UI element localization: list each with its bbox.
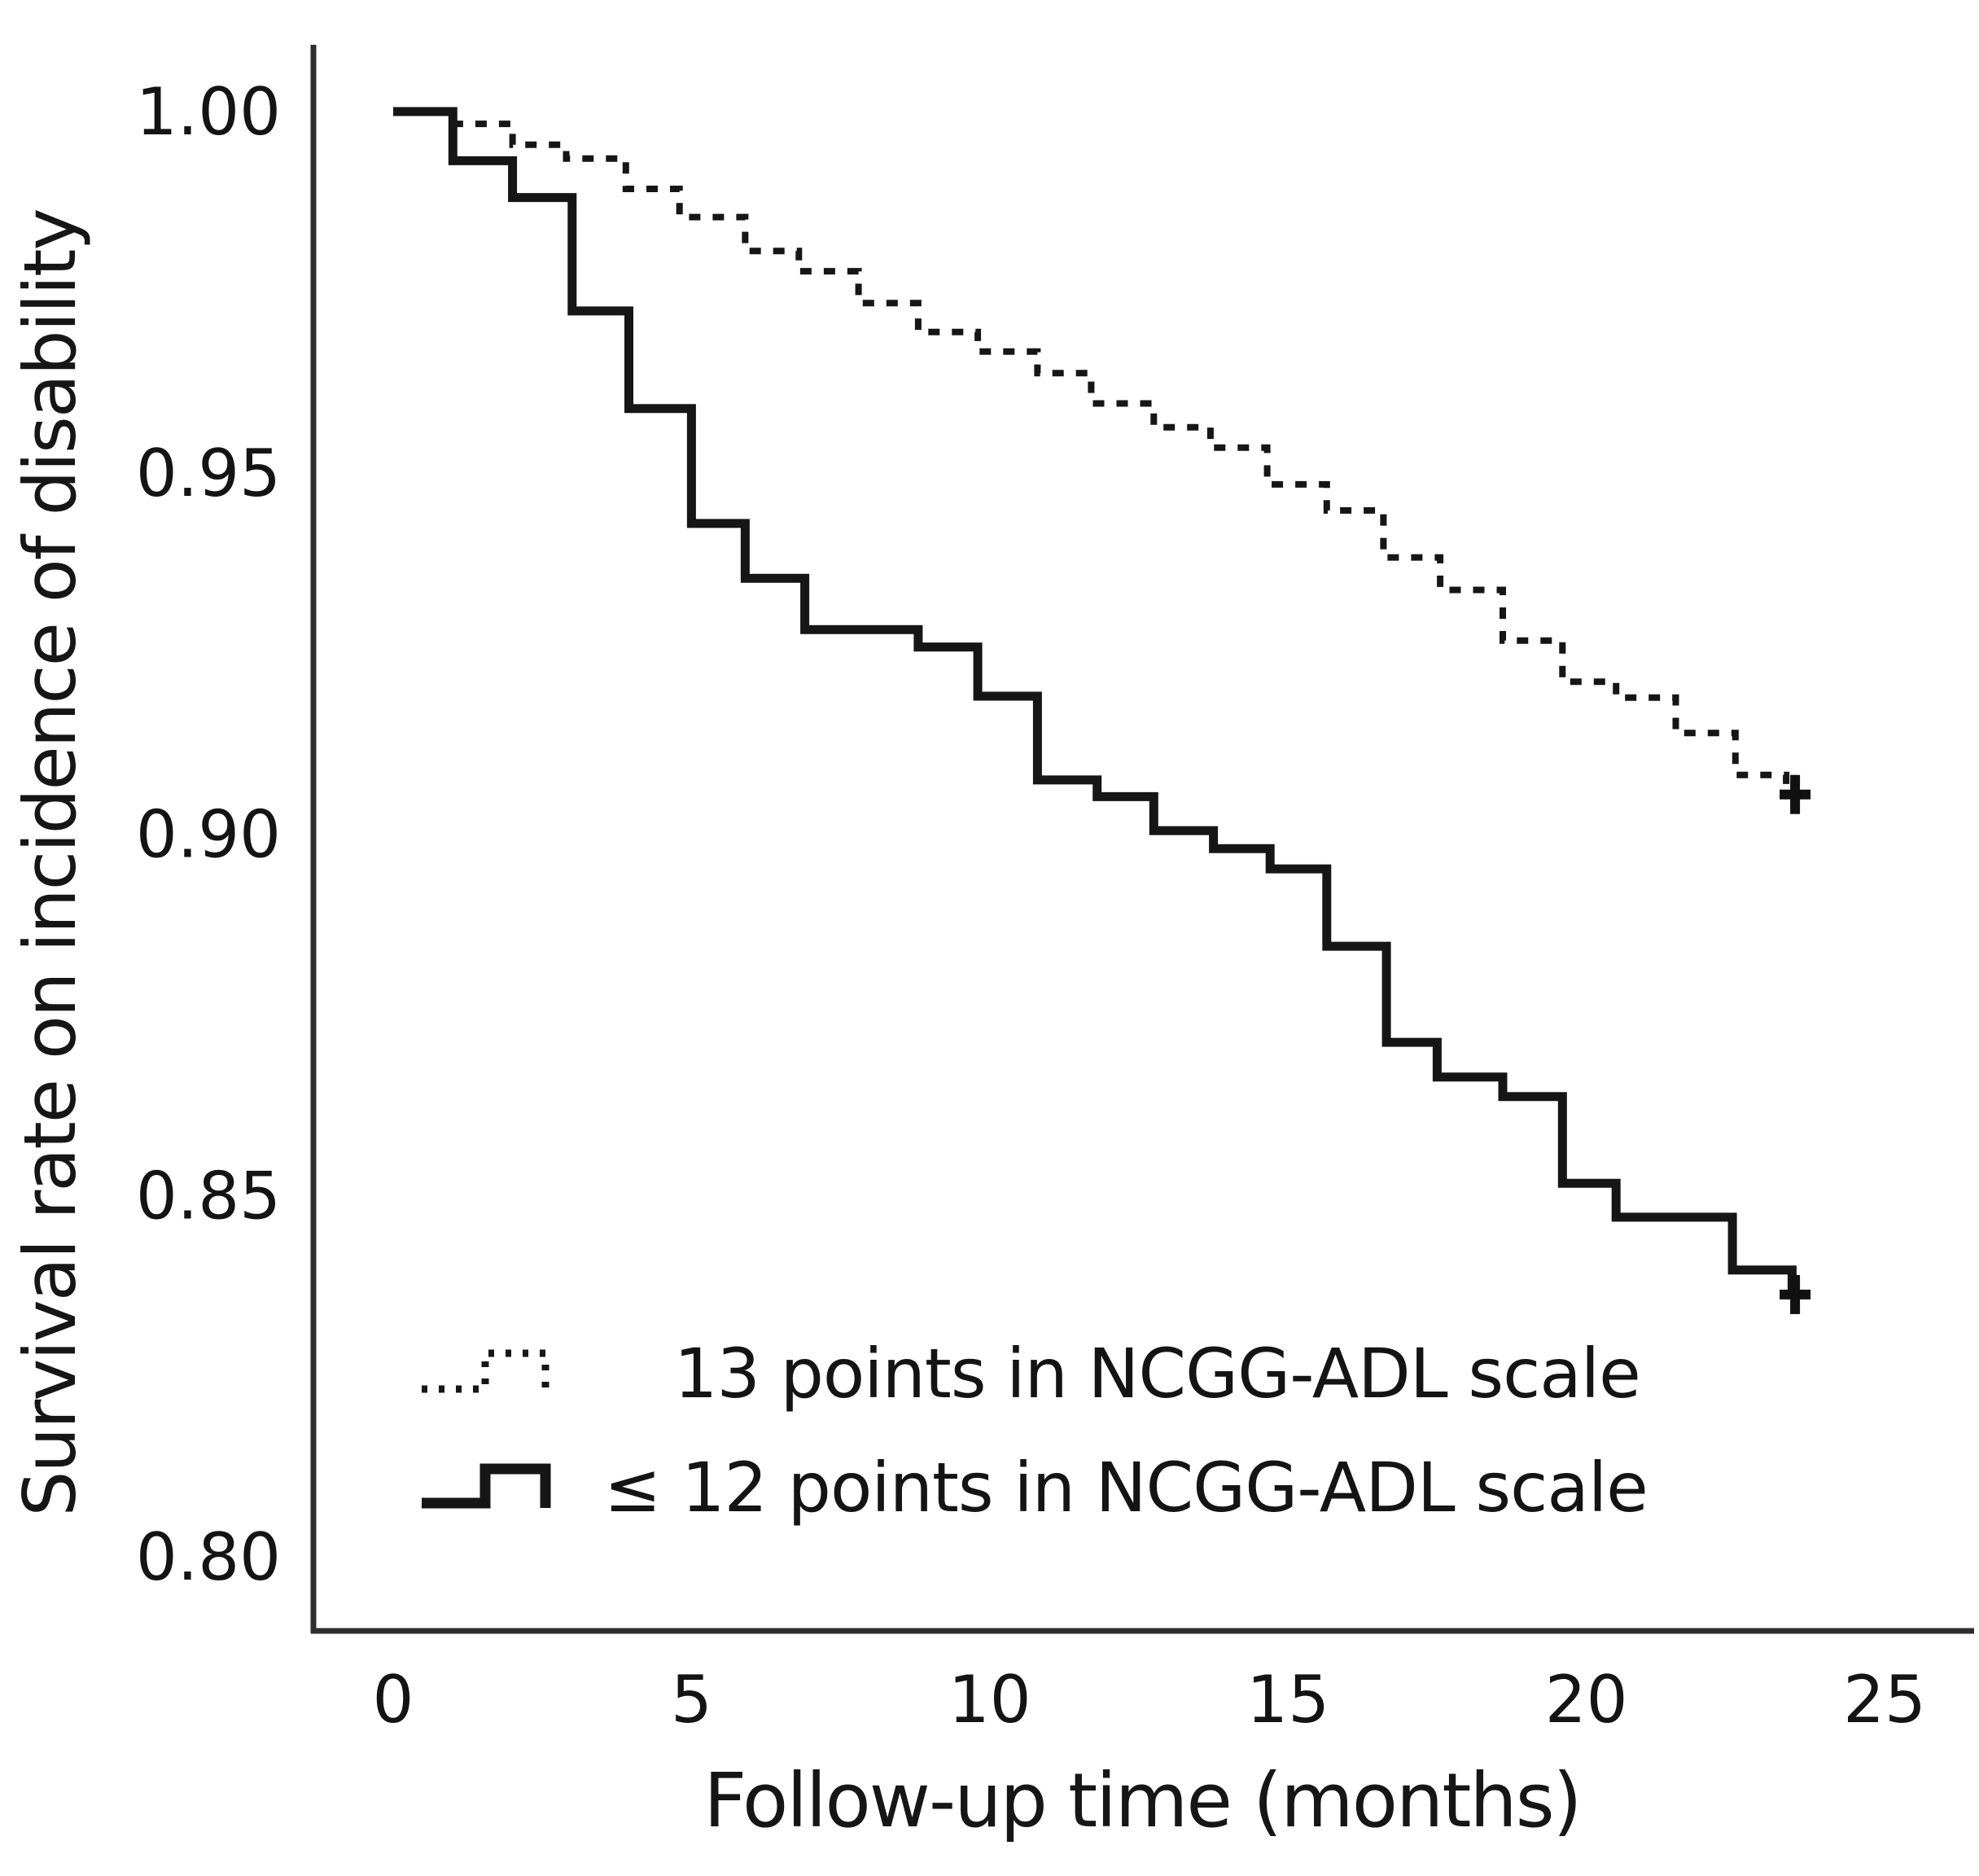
x-tick-label: 25 xyxy=(1843,1662,1926,1738)
x-tick-label: 15 xyxy=(1246,1662,1329,1738)
x-tick-label: 0 xyxy=(373,1662,414,1738)
legend: 13 points in NCGG-ADL scale ≤ 12 points … xyxy=(422,1334,1648,1528)
y-tick-label: 0.80 xyxy=(136,1519,281,1595)
series-line-le-12-points xyxy=(393,107,1802,1300)
y-tick-label: 1.00 xyxy=(136,74,281,150)
legend-label-le-12-points: ≤ 12 points in NCGG-ADL scale xyxy=(604,1448,1648,1528)
series-line-13-points xyxy=(393,108,1802,798)
y-axis-title: Survival rate on incidence of disability xyxy=(8,209,92,1516)
x-tick-label: 10 xyxy=(948,1662,1031,1738)
legend-label-13-points: 13 points in NCGG-ADL scale xyxy=(674,1334,1640,1414)
y-tick-label: 0.90 xyxy=(136,797,281,873)
y-tick-label: 0.95 xyxy=(136,436,281,511)
x-axis-title: Follow-up time (months) xyxy=(703,1757,1580,1844)
x-tick-label: 20 xyxy=(1545,1662,1628,1738)
y-tick-label: 0.85 xyxy=(136,1158,281,1234)
legend-dotted-line-sample xyxy=(422,1349,549,1393)
plot-area: 1.00 0.95 0.90 0.85 0.80 0 5 10 15 20 25 xyxy=(136,45,1974,1738)
censor-plus-mark-13-points xyxy=(1780,774,1811,814)
x-tick-label: 5 xyxy=(671,1662,712,1738)
legend-solid-line-sample xyxy=(422,1463,551,1509)
censor-plus-mark-le-12-points xyxy=(1780,1274,1811,1314)
